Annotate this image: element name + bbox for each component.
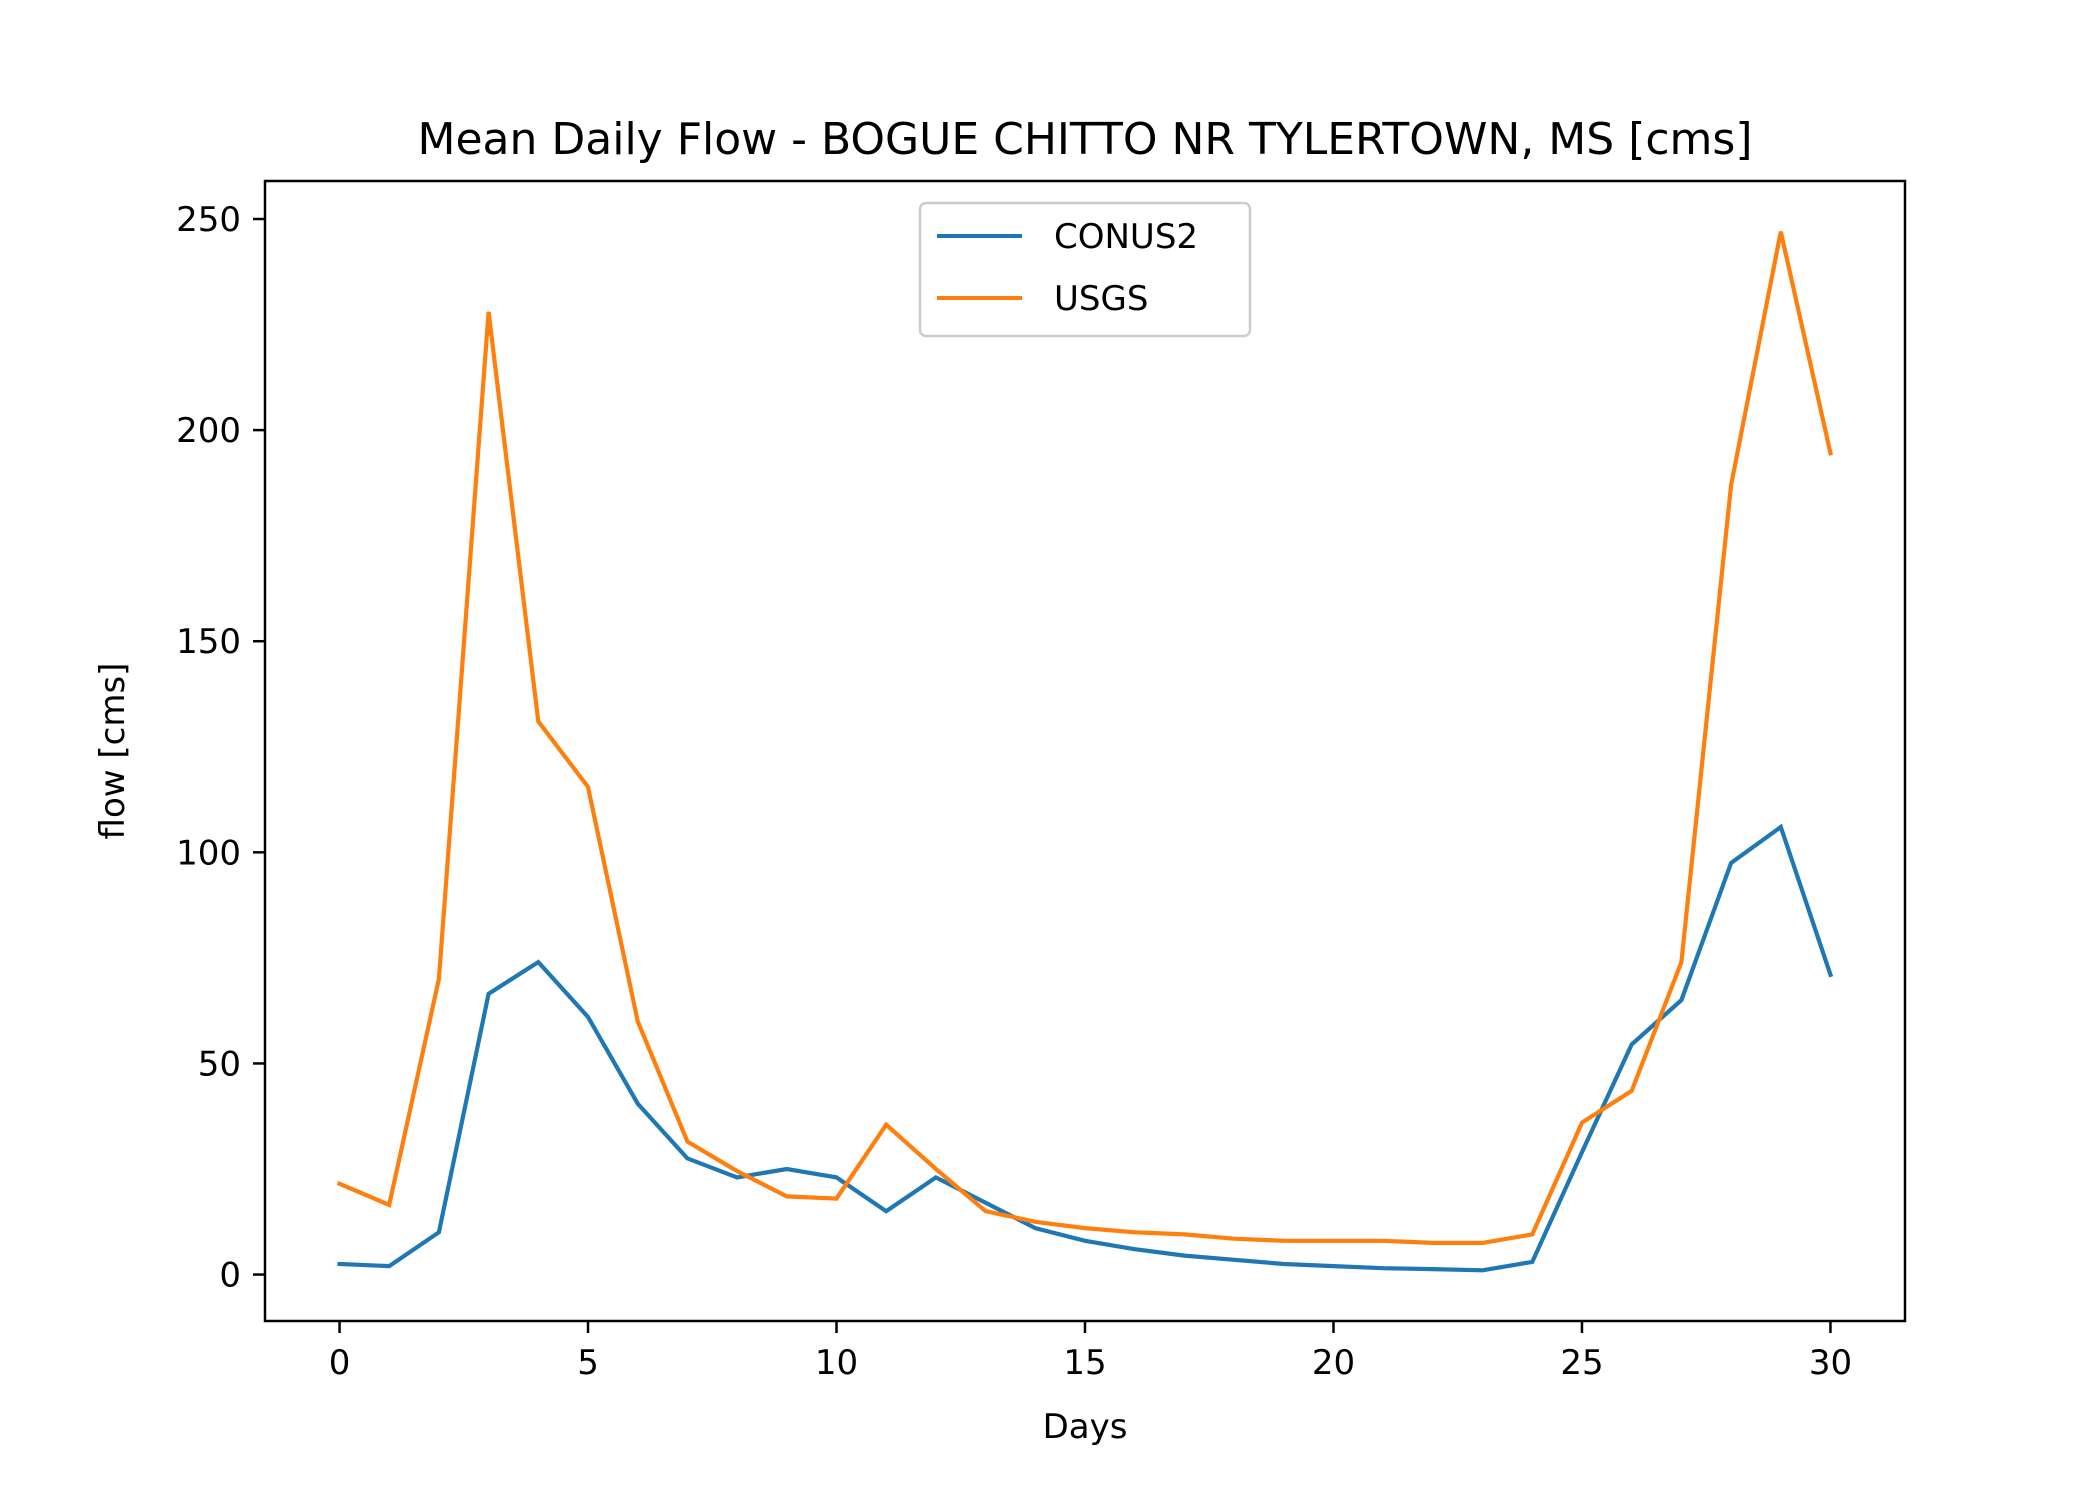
y-axis: 0 50 100 150 200 250 — [176, 200, 265, 1296]
x-tick-label: 0 — [329, 1343, 351, 1383]
series-line-conus2 — [337, 823, 1834, 1273]
x-axis: 0 5 10 15 20 25 30 — [329, 1321, 1852, 1383]
y-tick-label: 200 — [176, 411, 241, 451]
y-axis-label: flow [cms] — [93, 663, 133, 840]
y-tick-label: 250 — [176, 200, 241, 240]
y-tick-label: 50 — [198, 1044, 241, 1084]
legend-label-conus2: CONUS2 — [1054, 217, 1198, 257]
y-tick-label: 0 — [219, 1256, 241, 1296]
x-tick-label: 30 — [1809, 1343, 1852, 1383]
legend-label-usgs: USGS — [1054, 279, 1148, 319]
y-tick-label: 150 — [176, 622, 241, 662]
x-tick-label: 15 — [1063, 1343, 1106, 1383]
chart-title: Mean Daily Flow - BOGUE CHITTO NR TYLERT… — [418, 114, 1753, 165]
legend: CONUS2 USGS — [918, 201, 1252, 338]
plot-lines — [336, 231, 1834, 1273]
x-tick-label: 10 — [815, 1343, 858, 1383]
series-line-usgs — [336, 231, 1834, 1246]
y-tick-label: 100 — [176, 833, 241, 873]
x-tick-label: 5 — [577, 1343, 599, 1383]
x-axis-label: Days — [1043, 1407, 1128, 1447]
x-tick-label: 20 — [1312, 1343, 1355, 1383]
x-tick-label: 25 — [1560, 1343, 1603, 1383]
